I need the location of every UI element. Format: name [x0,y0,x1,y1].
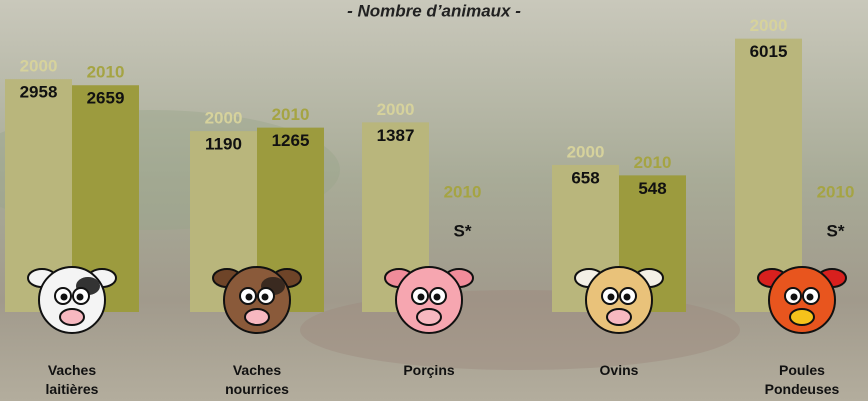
category-label: Vaches laitières [45,362,99,397]
animal-snout [416,308,442,326]
animal-pupil [433,293,441,301]
value-label: 658 [571,168,599,187]
series-label: 2010 [444,182,482,201]
animal-pupil [245,293,253,301]
animal-pupil [790,293,798,301]
value-label: 2958 [20,83,58,102]
animal-snout [606,308,632,326]
value-label: 1265 [272,131,310,150]
category-label: Vaches nourrices [225,362,289,397]
value-label: 2659 [87,89,125,108]
value-label: 1387 [377,126,415,145]
animal-face [768,266,836,334]
bar [735,38,802,312]
animal-snout [59,308,85,326]
series-label: 2000 [567,142,605,161]
value-label: 548 [638,179,666,198]
animal-pupil [76,293,84,301]
value-label: S* [454,221,472,240]
chart-title: - Nombre d’animaux - [347,1,521,20]
value-label: 6015 [750,42,788,61]
series-label: 2010 [817,182,855,201]
series-label: 2000 [20,57,58,76]
series-label: 2010 [272,105,310,124]
series-label: 2010 [87,63,125,82]
series-label: 2000 [205,109,243,128]
animal-pupil [60,293,68,301]
category-label: Porçins [403,362,455,378]
animal-snout [244,308,270,326]
animal-pupil [417,293,425,301]
animal-snout [789,308,815,326]
animal-pupil [261,293,269,301]
animal-pupil [806,293,814,301]
category-label: Poules Pondeuses [764,362,840,397]
animal-face [395,266,463,334]
category-label: Ovins [599,362,639,378]
value-label: 1190 [205,135,242,154]
series-label: 2000 [377,100,415,119]
series-label: 2010 [634,153,672,172]
series-label: 2000 [750,16,788,35]
animal-pupil [607,293,615,301]
animal-pupil [623,293,631,301]
animal-face [585,266,653,334]
value-label: S* [827,221,845,240]
